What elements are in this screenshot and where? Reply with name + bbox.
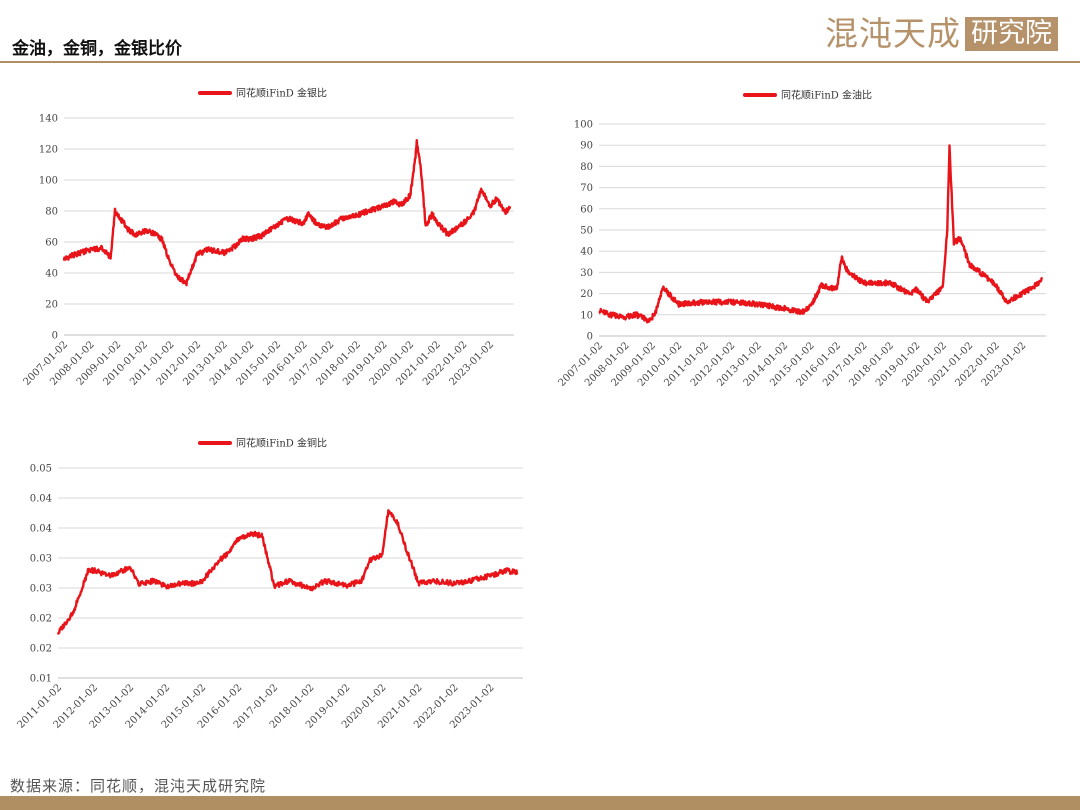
y-tick-label: 0 bbox=[587, 332, 593, 343]
series-line bbox=[598, 144, 1043, 324]
y-tick-label: 40 bbox=[580, 247, 593, 258]
y-tick-label: 100 bbox=[39, 176, 58, 187]
y-tick-label: 60 bbox=[580, 204, 593, 215]
logo-text: 混沌天成 bbox=[825, 14, 961, 53]
y-tick-label: 20 bbox=[580, 289, 593, 300]
series-line bbox=[56, 509, 519, 635]
legend-label: 同花顺iFinD 金油比 bbox=[781, 89, 872, 102]
y-tick-label: 40 bbox=[45, 269, 58, 280]
y-tick-label: 30 bbox=[580, 268, 593, 279]
y-tick-label: 0.04 bbox=[30, 494, 52, 505]
legend-label: 同花顺iFinD 金铜比 bbox=[236, 437, 327, 450]
y-tick-label: 20 bbox=[45, 300, 58, 311]
legend-label: 同花顺iFinD 金银比 bbox=[236, 87, 327, 100]
y-tick-label: 80 bbox=[45, 207, 58, 218]
y-tick-label: 0.04 bbox=[30, 524, 52, 535]
footer-bar bbox=[0, 796, 1080, 810]
y-tick-label: 0.01 bbox=[30, 674, 52, 685]
y-tick-label: 0.03 bbox=[30, 584, 52, 595]
data-source: 数据来源：同花顺，混沌天成研究院 bbox=[10, 777, 267, 795]
y-tick-label: 0.02 bbox=[30, 614, 52, 625]
gold-oil-ratio-chart: 01020304050607080901002007-01-022008-01-… bbox=[557, 89, 1046, 389]
y-tick-label: 140 bbox=[39, 114, 58, 125]
page-title: 金油，金铜，金银比价 bbox=[12, 39, 182, 59]
logo-box-text: 研究院 bbox=[965, 17, 1058, 51]
y-tick-label: 0.02 bbox=[30, 644, 52, 655]
logo: 混沌天成 研究院 bbox=[825, 16, 1058, 52]
y-tick-label: 0.03 bbox=[30, 554, 52, 565]
series-line bbox=[62, 138, 512, 287]
y-tick-label: 0.05 bbox=[30, 464, 52, 475]
gold-silver-ratio-chart: 0204060801001201402007-01-022008-01-0220… bbox=[22, 87, 514, 388]
y-tick-label: 70 bbox=[580, 183, 593, 194]
y-tick-label: 80 bbox=[580, 162, 593, 173]
y-tick-label: 50 bbox=[580, 226, 593, 237]
y-tick-label: 60 bbox=[45, 238, 58, 249]
header-divider bbox=[0, 61, 1080, 63]
y-tick-label: 120 bbox=[39, 145, 58, 156]
y-tick-label: 0 bbox=[52, 331, 58, 342]
y-tick-label: 100 bbox=[574, 120, 593, 131]
y-tick-label: 10 bbox=[580, 310, 593, 321]
y-tick-label: 90 bbox=[580, 141, 593, 152]
gold-copper-ratio-chart: 0.010.020.020.030.030.040.040.052011-01-… bbox=[16, 437, 523, 731]
